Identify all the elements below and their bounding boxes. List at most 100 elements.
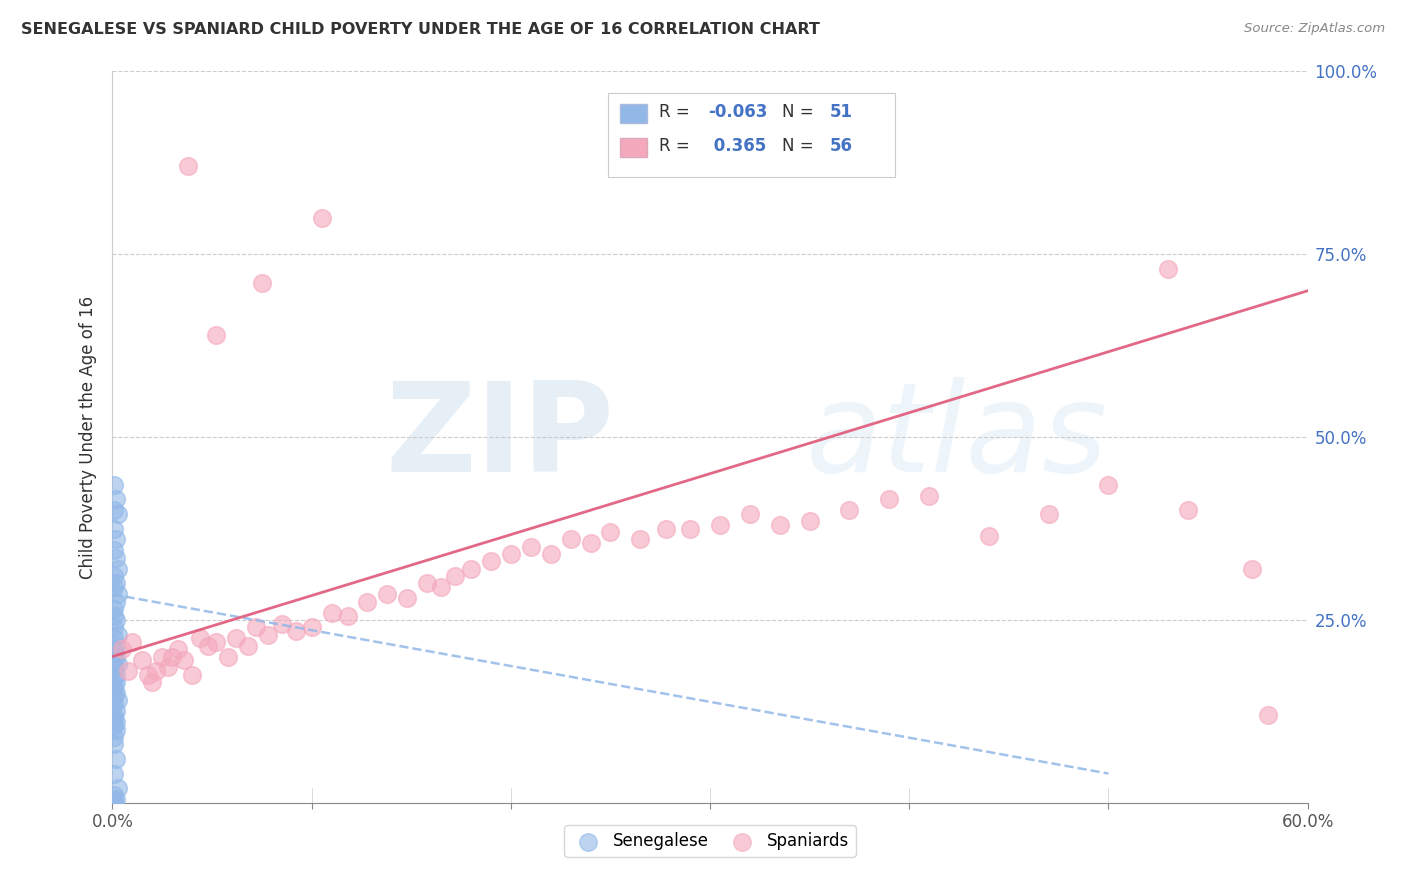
Bar [620, 103, 647, 122]
Point [105, 675, 128, 690]
Point [105, 492, 128, 507]
Point [103, 679, 125, 693]
Point [1097, 477, 1119, 491]
Point [105, 613, 128, 627]
Text: 0.365: 0.365 [707, 137, 766, 155]
Point [138, 667, 160, 681]
Point [103, 737, 125, 751]
Point [103, 795, 125, 809]
Point [103, 503, 125, 517]
Point [336, 609, 359, 624]
Point [225, 632, 247, 646]
Point [103, 543, 125, 558]
Point [107, 781, 129, 796]
Legend: Senegalese, Spaniards: Senegalese, Spaniards [564, 825, 856, 856]
Point [709, 517, 731, 532]
Point [103, 602, 125, 616]
Text: N =: N = [782, 137, 818, 155]
Point [1038, 507, 1060, 521]
FancyBboxPatch shape [609, 94, 896, 178]
Text: 56: 56 [830, 137, 852, 155]
Text: 51: 51 [830, 103, 852, 120]
Point [918, 489, 941, 503]
Point [103, 712, 125, 726]
Point [396, 591, 419, 605]
Point [103, 620, 125, 634]
Point [157, 660, 180, 674]
Point [188, 632, 211, 646]
Point [284, 624, 307, 638]
Point [131, 653, 153, 667]
Point [173, 653, 195, 667]
Point [236, 639, 259, 653]
Point [416, 576, 439, 591]
Point [111, 642, 134, 657]
Point [301, 620, 323, 634]
Point [769, 517, 792, 532]
Y-axis label: Child Poverty Under the Age of 16: Child Poverty Under the Age of 16 [79, 295, 97, 579]
Point [105, 715, 128, 730]
Point [579, 536, 602, 550]
Point [103, 521, 125, 535]
Point [103, 719, 125, 733]
Point [103, 477, 125, 491]
Point [105, 705, 128, 719]
Point [150, 649, 173, 664]
Point [105, 576, 128, 591]
Point [107, 657, 129, 671]
Point [162, 649, 183, 664]
Point [145, 664, 167, 678]
Point [103, 730, 125, 744]
Point [103, 672, 125, 686]
Point [321, 606, 343, 620]
Bar [620, 138, 647, 157]
Point [250, 277, 273, 291]
Point [105, 723, 128, 737]
Text: -0.063: -0.063 [707, 103, 768, 120]
Point [105, 639, 128, 653]
Point [540, 547, 562, 561]
Point [103, 653, 125, 667]
Point [103, 632, 125, 646]
Point [107, 693, 129, 707]
Point [181, 667, 204, 681]
Point [103, 660, 125, 674]
Point [257, 627, 280, 641]
Point [460, 562, 482, 576]
Point [105, 550, 128, 565]
Point [103, 646, 125, 660]
Point [167, 642, 190, 657]
Point [105, 667, 128, 681]
Point [599, 525, 621, 540]
Point [1240, 562, 1263, 576]
Point [1177, 503, 1199, 517]
Point [105, 649, 128, 664]
Point [107, 587, 129, 601]
Text: R =: R = [658, 137, 695, 155]
Point [103, 569, 125, 583]
Text: atlas: atlas [806, 376, 1108, 498]
Point [105, 686, 128, 700]
Point [430, 580, 453, 594]
Point [103, 609, 125, 624]
Point [205, 327, 228, 342]
Point [217, 649, 239, 664]
Point [105, 594, 128, 608]
Text: SENEGALESE VS SPANIARD CHILD POVERTY UNDER THE AGE OF 16 CORRELATION CHART: SENEGALESE VS SPANIARD CHILD POVERTY UND… [21, 22, 820, 37]
Point [738, 507, 761, 521]
Point [838, 503, 860, 517]
Point [117, 664, 139, 678]
Point [245, 620, 267, 634]
Point [105, 752, 128, 766]
Point [103, 682, 125, 697]
Point [356, 594, 378, 608]
Text: Source: ZipAtlas.com: Source: ZipAtlas.com [1244, 22, 1385, 36]
Point [499, 547, 522, 561]
Point [977, 529, 1000, 543]
Text: ZIP: ZIP [385, 376, 614, 498]
Point [103, 794, 125, 808]
Point [141, 675, 163, 690]
Point [377, 587, 399, 601]
Point [1257, 708, 1279, 723]
Point [197, 639, 219, 653]
